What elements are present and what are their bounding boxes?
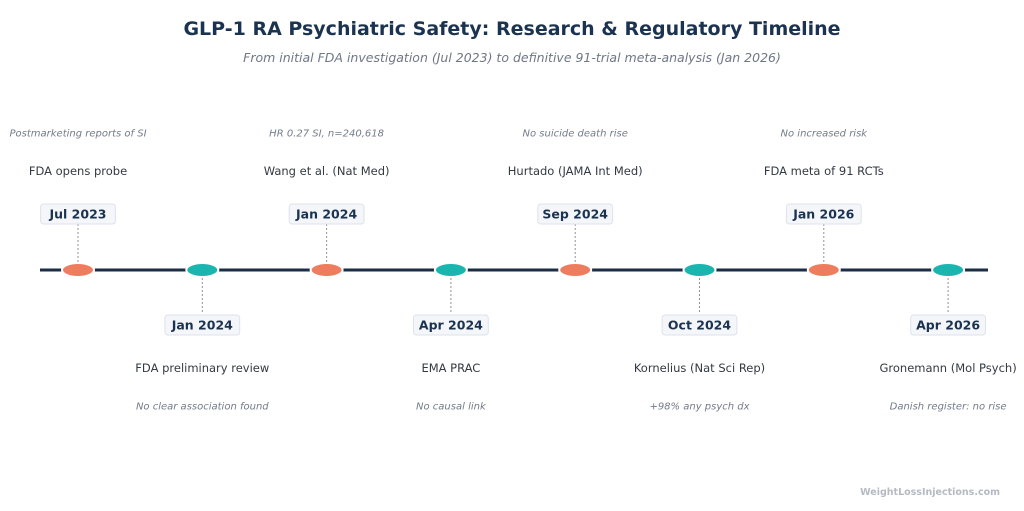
event-date: Jan 2024 bbox=[295, 207, 357, 222]
event-marker bbox=[61, 262, 95, 278]
event-marker bbox=[185, 262, 220, 278]
watermark: WeightLossInjections.com bbox=[860, 487, 1000, 498]
event-date-box bbox=[40, 203, 116, 225]
event-label: EMA PRAC bbox=[421, 361, 480, 375]
event-note: Danish register: no rise bbox=[890, 402, 1007, 413]
event-marker bbox=[309, 262, 344, 278]
event-date: Oct 2024 bbox=[668, 318, 731, 333]
event-note: No causal link bbox=[416, 402, 487, 413]
event-marker bbox=[806, 262, 841, 278]
event-note: Postmarketing reports of SI bbox=[9, 129, 146, 140]
event-marker bbox=[558, 262, 593, 278]
event-label: Kornelius (Nat Sci Rep) bbox=[634, 361, 765, 375]
event-date-box bbox=[785, 203, 862, 225]
event-date: Sep 2024 bbox=[542, 207, 608, 222]
event-note: No suicide death rise bbox=[523, 129, 628, 140]
event-label: FDA meta of 91 RCTs bbox=[764, 164, 884, 178]
event-label: Hurtado (JAMA Int Med) bbox=[508, 164, 643, 178]
event-date: Apr 2026 bbox=[916, 318, 980, 333]
event-date-box bbox=[288, 203, 365, 225]
event-date-box bbox=[164, 314, 241, 336]
chart-title: GLP-1 RA Psychiatric Safety: Research & … bbox=[183, 18, 841, 40]
event-label: Gronemann (Mol Psych) bbox=[879, 361, 1016, 375]
event-date: Apr 2024 bbox=[419, 318, 483, 333]
event-note: No clear association found bbox=[136, 402, 269, 413]
event-date-box bbox=[910, 314, 987, 336]
event-note: HR 0.27 SI, n=240,618 bbox=[269, 129, 384, 140]
event-marker bbox=[931, 262, 966, 278]
event-date-box bbox=[413, 314, 489, 336]
event-marker bbox=[433, 262, 468, 278]
event-note: No increased risk bbox=[781, 129, 869, 140]
event-date: Jan 2024 bbox=[171, 318, 233, 333]
event-note: +98% any psych dx bbox=[649, 402, 749, 413]
event-marker bbox=[682, 262, 717, 278]
chart-subtitle: From initial FDA investigation (Jul 2023… bbox=[243, 50, 781, 65]
event-label: FDA opens probe bbox=[29, 164, 127, 178]
event-date-box bbox=[537, 203, 614, 225]
event-date-box bbox=[661, 314, 738, 336]
event-date: Jan 2026 bbox=[792, 207, 854, 222]
event-label: Wang et al. (Nat Med) bbox=[264, 164, 390, 178]
event-label: FDA preliminary review bbox=[135, 361, 269, 375]
event-date: Jul 2023 bbox=[49, 207, 107, 222]
